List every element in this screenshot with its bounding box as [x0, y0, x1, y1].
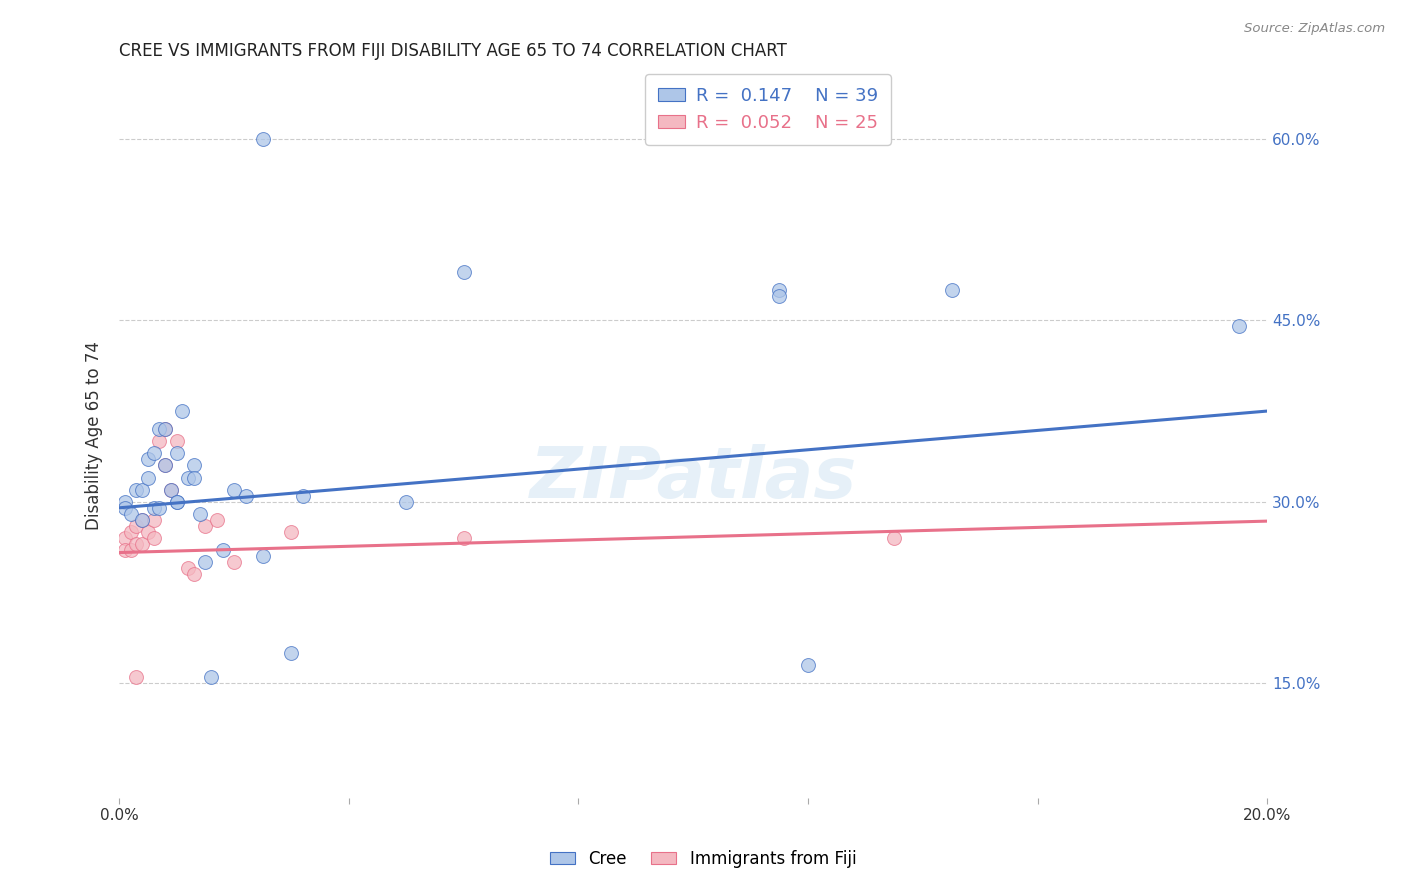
Point: [177, 561, 200, 575]
Point: [131, 513, 153, 527]
Point: [291, 489, 314, 503]
Point: [136, 452, 159, 467]
Point: [1227, 319, 1250, 334]
Point: [166, 446, 188, 460]
Point: [114, 495, 136, 509]
Point: [797, 658, 820, 673]
Point: [172, 404, 194, 418]
Point: [194, 519, 217, 533]
Point: [114, 543, 136, 558]
Point: [142, 513, 165, 527]
Legend: R =  0.147    N = 39, R =  0.052    N = 25: R = 0.147 N = 39, R = 0.052 N = 25: [645, 74, 890, 145]
Point: [183, 470, 205, 484]
Point: [148, 434, 170, 449]
Point: [395, 495, 418, 509]
Point: [125, 519, 148, 533]
Point: [136, 470, 159, 484]
Point: [125, 483, 148, 497]
Point: [188, 507, 211, 521]
Point: [183, 567, 205, 582]
Point: [125, 537, 148, 551]
Point: [166, 495, 188, 509]
Point: [205, 513, 228, 527]
Point: [153, 422, 176, 436]
Point: [114, 531, 136, 545]
Legend: Cree, Immigrants from Fiji: Cree, Immigrants from Fiji: [543, 844, 863, 875]
Point: [131, 513, 153, 527]
Point: [222, 555, 245, 569]
Point: [235, 489, 257, 503]
Point: [183, 458, 205, 473]
Point: [768, 283, 790, 297]
Point: [252, 549, 274, 564]
Point: [160, 483, 183, 497]
Point: [280, 524, 302, 539]
Point: [883, 531, 905, 545]
Point: [166, 495, 188, 509]
Point: [120, 507, 142, 521]
Point: [131, 483, 153, 497]
Point: [211, 543, 233, 558]
Point: [120, 543, 142, 558]
Point: [768, 289, 790, 303]
Point: [941, 283, 963, 297]
Point: [177, 470, 200, 484]
Text: ZIPatlas: ZIPatlas: [530, 444, 858, 513]
Point: [200, 670, 222, 684]
Point: [131, 537, 153, 551]
Point: [222, 483, 245, 497]
Point: [280, 646, 302, 660]
Point: [453, 531, 475, 545]
Point: [453, 265, 475, 279]
Point: [142, 531, 165, 545]
Point: [166, 434, 188, 449]
Point: [153, 422, 176, 436]
Y-axis label: Disability Age 65 to 74: Disability Age 65 to 74: [86, 341, 103, 530]
Point: [148, 500, 170, 515]
Point: [153, 458, 176, 473]
Point: [160, 483, 183, 497]
Point: [114, 500, 136, 515]
Point: [153, 458, 176, 473]
Point: [120, 524, 142, 539]
Point: [142, 500, 165, 515]
Point: [148, 422, 170, 436]
Text: CREE VS IMMIGRANTS FROM FIJI DISABILITY AGE 65 TO 74 CORRELATION CHART: CREE VS IMMIGRANTS FROM FIJI DISABILITY …: [120, 42, 787, 60]
Point: [125, 670, 148, 684]
Point: [142, 446, 165, 460]
Point: [252, 132, 274, 146]
Point: [136, 524, 159, 539]
Text: Source: ZipAtlas.com: Source: ZipAtlas.com: [1244, 22, 1385, 36]
Point: [194, 555, 217, 569]
